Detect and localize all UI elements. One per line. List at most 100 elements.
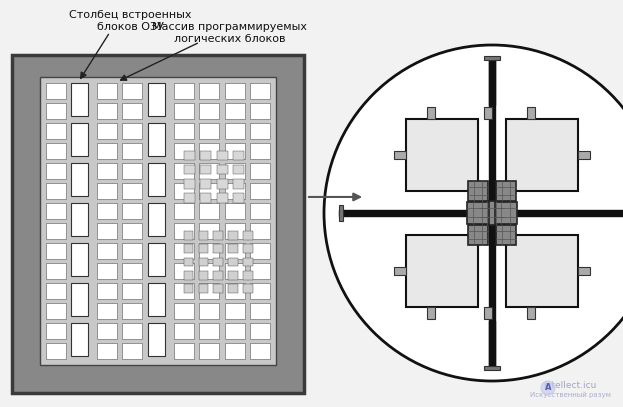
Bar	[225, 83, 245, 99]
Bar	[123, 83, 143, 99]
Bar	[199, 258, 208, 266]
Bar	[72, 243, 88, 276]
Bar	[174, 143, 194, 159]
Bar	[12, 55, 304, 393]
Bar	[468, 181, 488, 201]
Bar	[199, 243, 219, 259]
Bar	[184, 271, 193, 280]
Bar	[199, 303, 219, 319]
Bar	[339, 205, 343, 221]
Bar	[467, 202, 489, 224]
Bar	[225, 243, 245, 259]
Bar	[200, 151, 211, 160]
Bar	[250, 223, 270, 239]
Bar	[40, 77, 276, 365]
Bar	[225, 323, 245, 339]
Bar	[123, 283, 143, 299]
Bar	[234, 165, 244, 175]
Bar	[229, 244, 238, 253]
Bar	[250, 303, 270, 319]
Circle shape	[541, 381, 555, 395]
Bar	[244, 231, 253, 240]
Bar	[200, 179, 211, 188]
Bar	[229, 258, 238, 266]
Bar	[250, 183, 270, 199]
Bar	[214, 231, 223, 240]
Bar	[174, 283, 194, 299]
Bar	[72, 323, 88, 356]
Bar	[174, 103, 194, 119]
Bar	[72, 203, 88, 236]
Text: Искусственный разум: Искусственный разум	[530, 392, 611, 398]
Bar	[174, 163, 194, 179]
Bar	[199, 284, 208, 293]
Bar	[97, 83, 117, 99]
Bar	[250, 283, 270, 299]
Bar	[123, 183, 143, 199]
Bar	[506, 119, 578, 191]
Text: intellect.icu: intellect.icu	[543, 381, 597, 389]
Bar	[406, 119, 478, 191]
Bar	[199, 223, 219, 239]
Bar	[250, 163, 270, 179]
Bar	[250, 123, 270, 139]
Bar	[72, 83, 88, 116]
Bar	[225, 183, 245, 199]
Bar	[250, 143, 270, 159]
Bar	[199, 203, 219, 219]
Text: Столбец встроенных
блоков ОЗУ: Столбец встроенных блоков ОЗУ	[69, 10, 191, 32]
Bar	[123, 243, 143, 259]
Bar	[496, 181, 516, 201]
Bar	[46, 263, 66, 279]
Bar	[72, 283, 88, 316]
Bar	[496, 225, 516, 245]
Bar	[250, 243, 270, 259]
Bar	[225, 303, 245, 319]
Bar	[250, 83, 270, 99]
Bar	[214, 244, 223, 253]
Bar	[427, 307, 435, 319]
Bar	[46, 303, 66, 319]
Bar	[184, 151, 194, 160]
Bar	[46, 323, 66, 339]
Bar	[46, 163, 66, 179]
Circle shape	[324, 45, 623, 381]
Bar	[97, 303, 117, 319]
Bar	[184, 179, 194, 188]
Bar	[97, 223, 117, 239]
Bar	[97, 143, 117, 159]
Bar	[199, 283, 219, 299]
Bar	[174, 223, 194, 239]
Bar	[225, 163, 245, 179]
Bar	[184, 284, 193, 293]
Bar	[199, 271, 208, 280]
Bar	[214, 258, 223, 266]
Bar	[250, 343, 270, 359]
Bar	[225, 143, 245, 159]
Bar	[578, 267, 590, 275]
Text: A: A	[545, 383, 551, 392]
Bar	[200, 193, 211, 203]
Bar	[234, 151, 244, 160]
Bar	[72, 123, 88, 156]
Bar	[46, 243, 66, 259]
Bar	[46, 183, 66, 199]
Bar	[199, 163, 219, 179]
Bar	[148, 323, 165, 356]
Bar	[123, 143, 143, 159]
Bar	[406, 235, 478, 307]
Bar	[229, 271, 238, 280]
Bar	[123, 163, 143, 179]
Bar	[229, 284, 238, 293]
Bar	[527, 307, 535, 319]
Text: Массив программируемых
логических блоков: Массив программируемых логических блоков	[153, 22, 308, 44]
Bar	[484, 366, 500, 370]
Bar	[46, 223, 66, 239]
Bar	[123, 223, 143, 239]
Bar	[234, 179, 244, 188]
Bar	[394, 151, 406, 159]
Bar	[250, 103, 270, 119]
Bar	[199, 323, 219, 339]
Bar	[174, 183, 194, 199]
Bar	[174, 203, 194, 219]
